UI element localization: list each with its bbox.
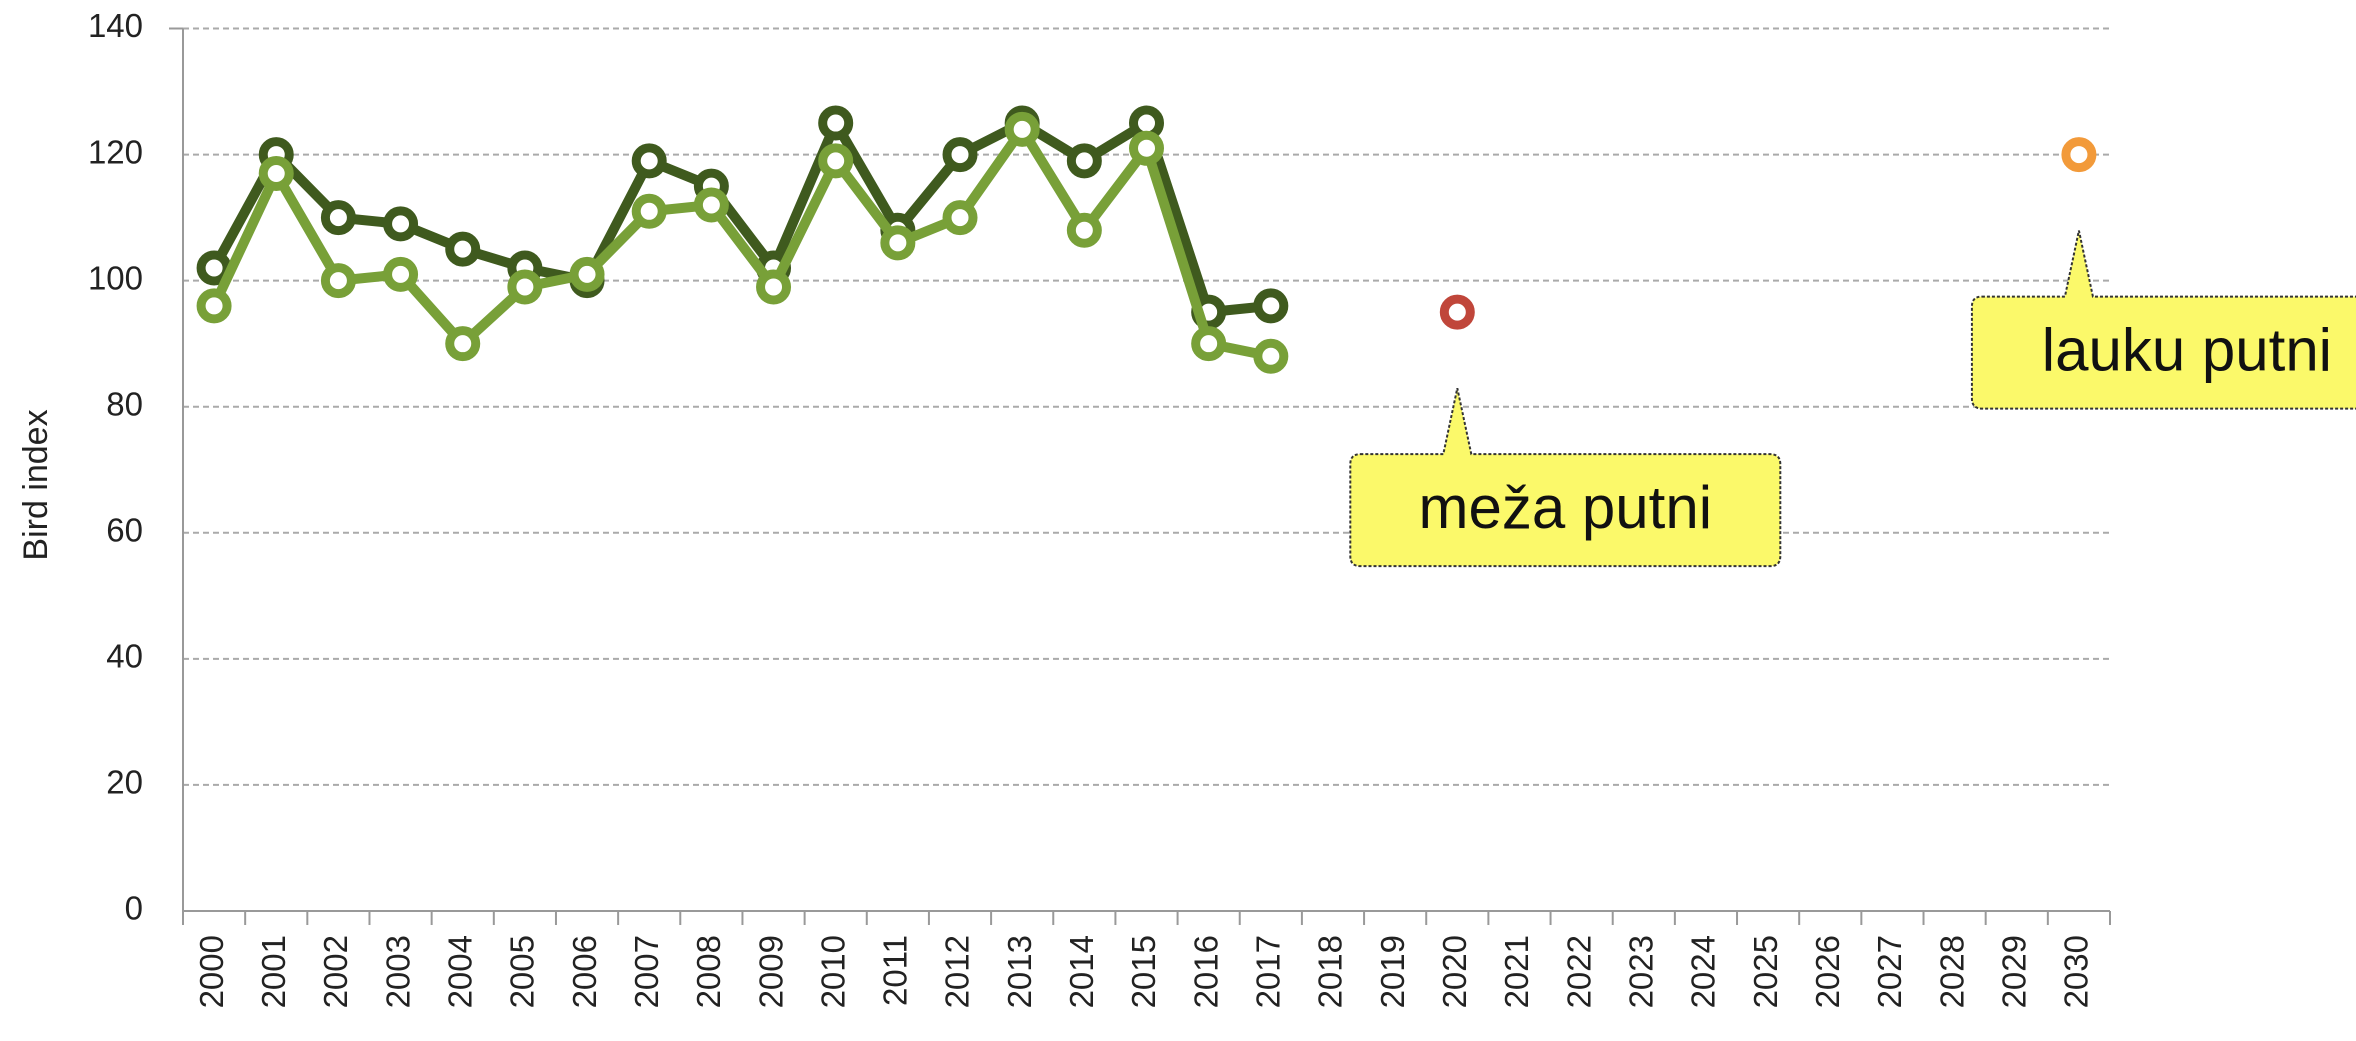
data-point bbox=[1066, 212, 1102, 248]
data-point bbox=[942, 137, 978, 173]
x-tick-label: 2003 bbox=[379, 935, 416, 1008]
x-tick-label: 2014 bbox=[1063, 935, 1100, 1008]
data-point bbox=[320, 200, 356, 236]
data-point bbox=[756, 269, 792, 305]
data-point bbox=[693, 187, 729, 223]
y-tick-label: 20 bbox=[106, 764, 143, 801]
y-tick-label: 0 bbox=[125, 890, 143, 927]
data-point bbox=[258, 155, 294, 191]
x-tick-label: 2007 bbox=[628, 935, 665, 1008]
data-point bbox=[1066, 143, 1102, 179]
x-tick-label: 2008 bbox=[690, 935, 727, 1008]
data-point bbox=[196, 288, 232, 324]
x-tick-label: 2010 bbox=[814, 935, 851, 1008]
data-point bbox=[383, 206, 419, 242]
data-point bbox=[1439, 294, 1475, 330]
callout-box bbox=[1349, 387, 1782, 568]
x-tick-label: 2004 bbox=[441, 935, 478, 1008]
data-point bbox=[569, 256, 605, 292]
x-tick-label: 2015 bbox=[1125, 935, 1162, 1008]
x-tick-label: 2018 bbox=[1312, 935, 1349, 1008]
x-tick-label: 2026 bbox=[1809, 935, 1846, 1008]
x-tick-label: 2001 bbox=[255, 935, 292, 1008]
callout-text: lauku putni bbox=[2042, 316, 2332, 383]
data-point bbox=[942, 200, 978, 236]
x-tick-label: 2021 bbox=[1498, 935, 1535, 1008]
callout: lauku putni bbox=[1970, 230, 2356, 410]
y-tick-label: 120 bbox=[88, 133, 143, 170]
x-tick-label: 2029 bbox=[1995, 935, 2032, 1008]
x-tick-label: 2020 bbox=[1436, 935, 1473, 1008]
series-line bbox=[209, 118, 1272, 318]
x-tick-label: 2028 bbox=[1933, 935, 1970, 1008]
data-point bbox=[818, 105, 854, 141]
x-tick-label: 2013 bbox=[1001, 935, 1038, 1008]
data-point bbox=[320, 263, 356, 299]
y-tick-label: 140 bbox=[88, 7, 143, 44]
data-point bbox=[1129, 130, 1164, 166]
x-tick-label: 2017 bbox=[1250, 935, 1287, 1008]
data-point bbox=[818, 143, 854, 179]
x-tick-label: 2019 bbox=[1374, 935, 1411, 1008]
data-point bbox=[445, 326, 481, 362]
x-tick-label: 2027 bbox=[1871, 935, 1908, 1008]
x-tick-label: 2022 bbox=[1560, 935, 1597, 1008]
x-tick-label: 2016 bbox=[1187, 935, 1224, 1008]
data-point bbox=[1253, 338, 1289, 374]
callout-box bbox=[1970, 230, 2356, 410]
x-tick-label: 2024 bbox=[1685, 935, 1722, 1008]
series-line bbox=[209, 124, 1272, 362]
data-point bbox=[445, 231, 481, 267]
x-tick-label: 2011 bbox=[877, 935, 914, 1006]
x-tick-label: 2002 bbox=[317, 935, 354, 1008]
x-tick-label: 2005 bbox=[504, 935, 541, 1008]
data-point bbox=[1004, 111, 1040, 147]
y-tick-label: 60 bbox=[106, 512, 143, 549]
data-point bbox=[631, 143, 667, 179]
y-tick-label: 40 bbox=[106, 638, 143, 675]
data-point bbox=[1191, 326, 1227, 362]
y-tick-label: 100 bbox=[88, 259, 143, 296]
data-point bbox=[1253, 288, 1289, 324]
x-tick-label: 2012 bbox=[939, 935, 976, 1008]
data-point bbox=[880, 225, 916, 261]
callout: meža putni bbox=[1349, 387, 1782, 568]
data-point bbox=[2061, 137, 2097, 173]
callout-text: meža putni bbox=[1419, 474, 1713, 541]
x-tick-label: 2000 bbox=[193, 935, 230, 1008]
data-point bbox=[631, 193, 667, 229]
y-axis-title: Bird index bbox=[17, 409, 55, 560]
x-tick-label: 2030 bbox=[2058, 935, 2095, 1008]
x-tick-label: 2009 bbox=[752, 935, 789, 1008]
data-point bbox=[507, 269, 543, 305]
data-point bbox=[383, 256, 419, 292]
x-tick-label: 2006 bbox=[566, 935, 603, 1008]
x-tick-label: 2023 bbox=[1623, 935, 1660, 1008]
y-tick-label: 80 bbox=[106, 385, 143, 422]
x-tick-label: 2025 bbox=[1747, 935, 1784, 1008]
